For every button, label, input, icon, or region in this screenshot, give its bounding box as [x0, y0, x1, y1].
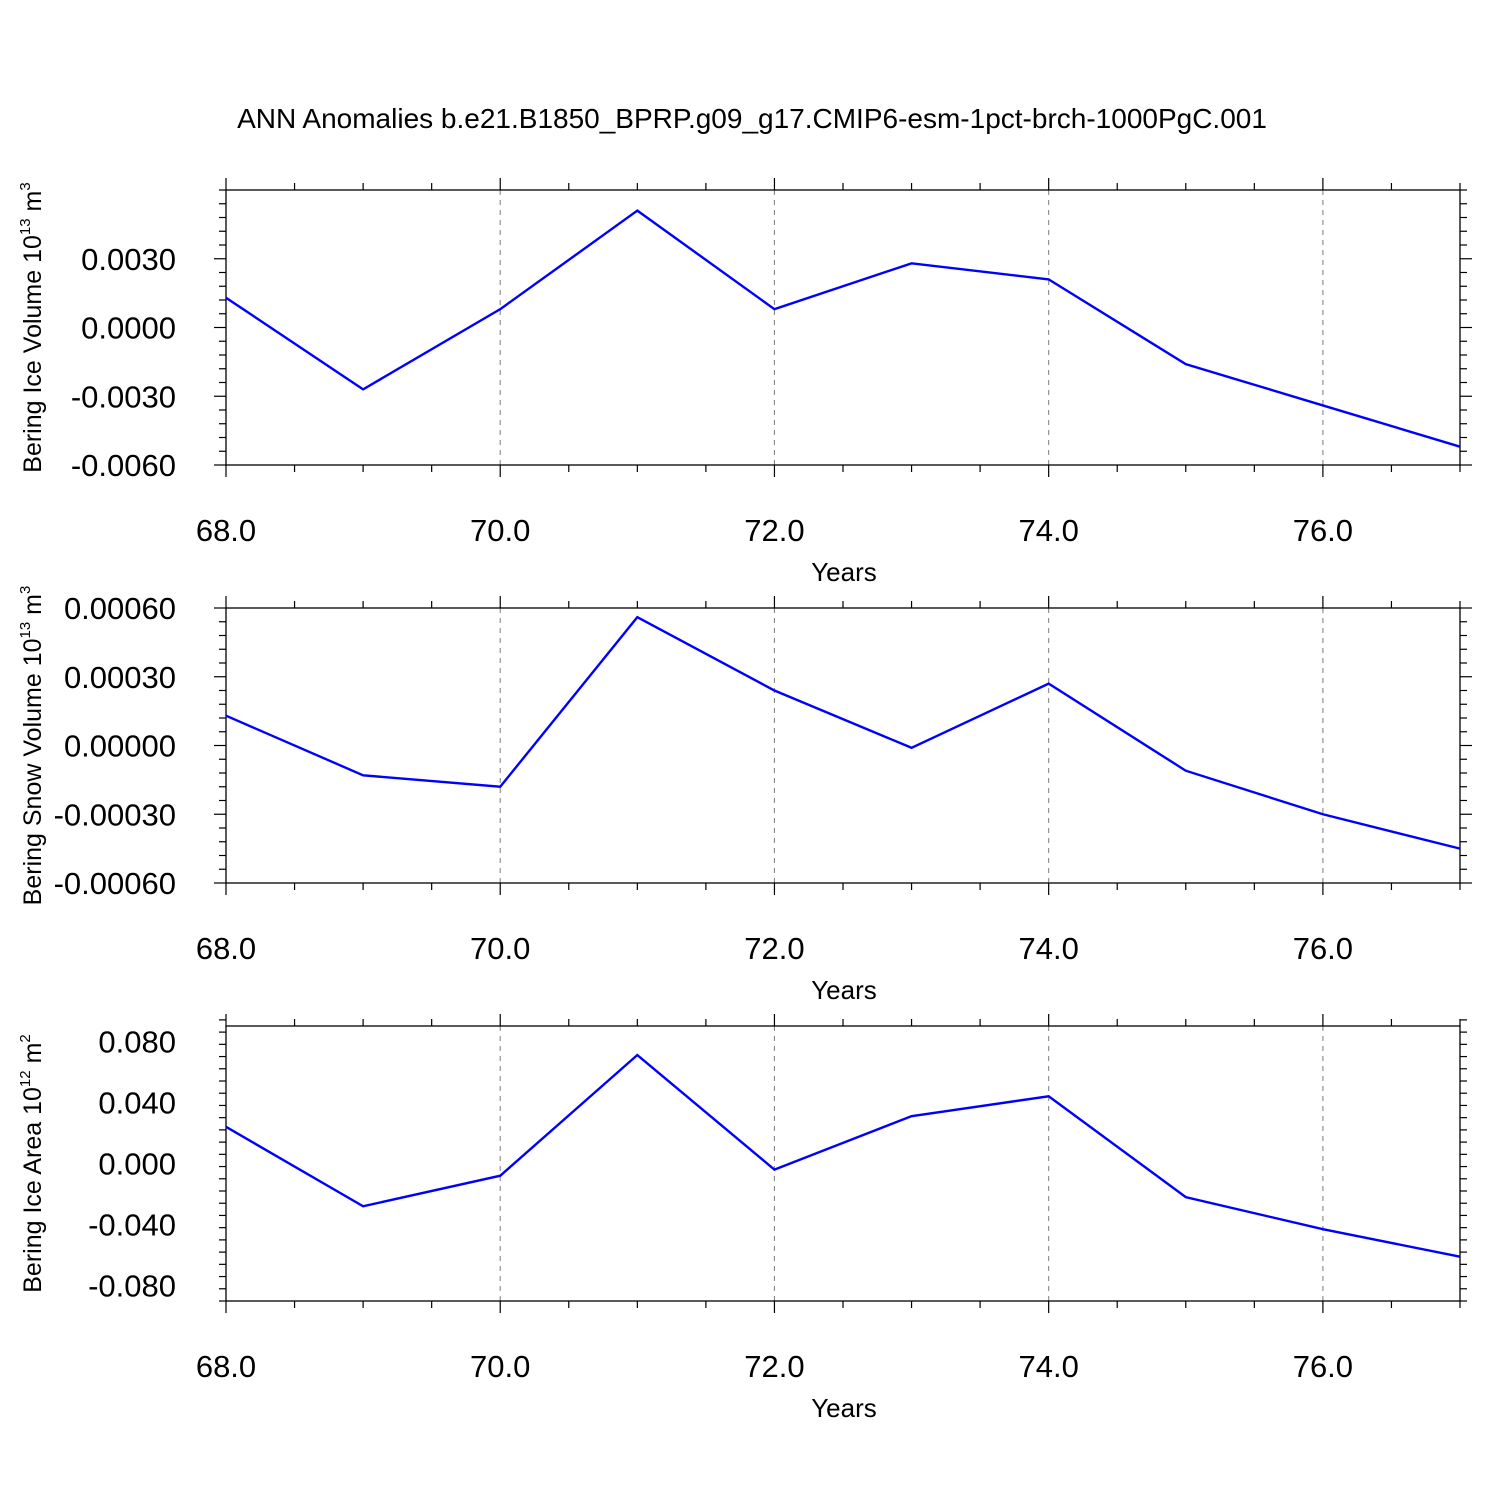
series-line-1 [225, 1053, 1461, 1258]
series-line-1 [225, 615, 1461, 850]
x-tick-label: 70.0 [470, 931, 530, 966]
y-axis-label-text: Bering Ice Volume 10 [19, 235, 47, 473]
y-axis-label-unit: m [19, 1043, 47, 1071]
plot-frame [225, 1025, 1461, 1302]
plot-frame [225, 607, 1461, 884]
chart-panel-3: 68.0 70.0 72.0 74.0 76.0 -0.080 -0.040 0.000 0.0… [17, 1014, 1467, 1423]
x-tick-label: 76.0 [1293, 931, 1353, 966]
y-tick-label: -0.0060 [71, 448, 176, 483]
y-tick-label: -0.080 [88, 1269, 176, 1304]
y-tick-label: 0.0000 [81, 311, 176, 346]
x-tick-label: 72.0 [744, 1349, 804, 1384]
x-tick-label: 76.0 [1293, 1349, 1353, 1384]
x-tick-label: 70.0 [470, 513, 530, 548]
y-axis-label-unit: m [19, 594, 47, 622]
x-tick-label: 72.0 [744, 513, 804, 548]
y-tick-label: 0.00030 [64, 660, 176, 695]
y-axis-label: Bering Ice Area 1012 m2 [17, 1034, 47, 1293]
y-tick-label: 0.080 [98, 1024, 176, 1059]
series-line-1 [225, 209, 1461, 448]
y-tick-label: 0.040 [98, 1085, 176, 1120]
x-tick-label: 74.0 [1018, 931, 1078, 966]
y-tick-label: 0.00060 [64, 591, 176, 626]
chart-title: ANN Anomalies b.e21.B1850_BPRP.g09_g17.C… [237, 103, 1267, 134]
y-axis-label-unit-exponent: 2 [17, 1034, 34, 1042]
x-axis-label: Years [811, 557, 877, 587]
x-tick-label: 68.0 [196, 1349, 256, 1384]
y-tick-label: 0.000 [98, 1147, 176, 1182]
y-tick-label: -0.040 [88, 1208, 176, 1243]
x-tick-label: 68.0 [196, 931, 256, 966]
y-axis-label-exponent: 13 [17, 622, 34, 639]
y-axis-label-exponent: 12 [17, 1070, 34, 1087]
x-axis-label: Years [811, 975, 877, 1005]
y-tick-label: -0.00030 [54, 797, 176, 832]
y-axis-label: Bering Snow Volume 1013 m3 [17, 586, 47, 906]
panels-container: 68.0 70.0 72.0 74.0 76.0-0.0060-0.00300.0000… [17, 178, 1472, 1423]
x-tick-label: 76.0 [1293, 513, 1353, 548]
x-tick-label: 74.0 [1018, 1349, 1078, 1384]
y-tick-label: -0.0030 [71, 379, 176, 414]
y-axis-label-exponent: 13 [17, 218, 34, 235]
y-axis-label-unit-exponent: 3 [17, 182, 34, 190]
y-tick-label: -0.00060 [54, 866, 176, 901]
x-axis-label: Years [811, 1393, 877, 1423]
plot-frame [225, 189, 1461, 466]
y-tick-label: 0.0030 [81, 242, 176, 277]
x-tick-label: 70.0 [470, 1349, 530, 1384]
y-axis-label: Bering Ice Volume 1013 m3 [17, 182, 47, 472]
y-axis-label-unit: m [19, 191, 47, 219]
y-axis-label-unit-exponent: 3 [17, 586, 34, 594]
chart-panel-2: 68.0 70.0 72.0 74.0 76.0 -0.00060 -0.00030 0.00… [17, 586, 1472, 1005]
x-tick-label: 68.0 [196, 513, 256, 548]
y-axis-label-text: Bering Ice Area 10 [19, 1087, 47, 1293]
y-tick-label: 0.00000 [64, 729, 176, 764]
y-axis-label-text: Bering Snow Volume 10 [19, 638, 47, 905]
x-tick-label: 72.0 [744, 931, 804, 966]
x-tick-label: 74.0 [1018, 513, 1078, 548]
chart-panel-1: 68.0 70.0 72.0 74.0 76.0 -0.0060 -0.0030 0.0000… [17, 178, 1472, 587]
